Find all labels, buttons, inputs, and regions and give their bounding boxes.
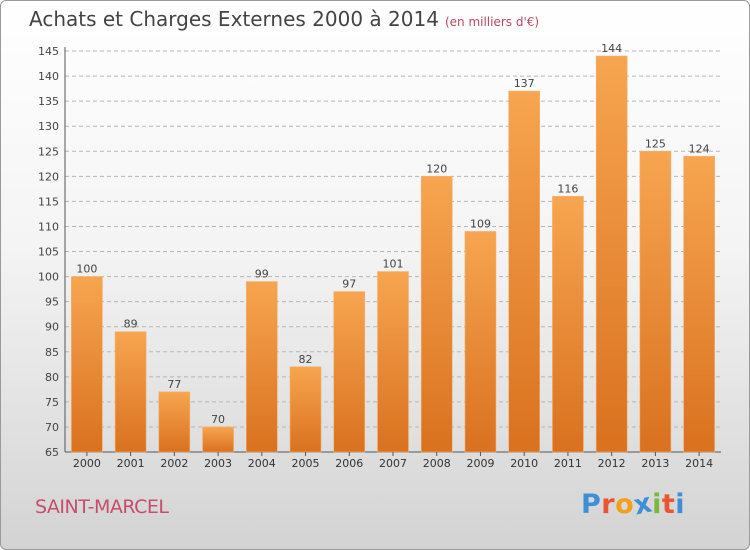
bar [552, 196, 584, 453]
bar-value-label: 82 [299, 353, 313, 366]
bar [683, 155, 715, 453]
x-tick-label: 2007 [379, 457, 407, 470]
x-tick-label: 2011 [554, 457, 582, 470]
x-tick-label: 2002 [160, 457, 188, 470]
bar-value-label: 100 [76, 263, 97, 276]
bar-value-label: 124 [689, 142, 710, 155]
logo-letter: r [601, 489, 616, 520]
bar [71, 276, 103, 453]
y-tick-label: 110 [38, 220, 59, 233]
bar [333, 291, 366, 453]
y-tick-label: 100 [38, 271, 59, 284]
y-tick-label: 65 [45, 446, 59, 459]
bar-value-label: 116 [557, 182, 578, 195]
bar-value-label: 101 [383, 258, 404, 271]
bar [114, 331, 147, 453]
chart-title-text: Achats et Charges Externes 2000 à 2014 [29, 7, 439, 31]
x-tick-label: 2012 [598, 457, 626, 470]
bar-value-label: 89 [124, 318, 138, 331]
logo-letter: i [675, 489, 686, 520]
x-tick-label: 2001 [117, 457, 145, 470]
y-tick-label: 75 [45, 396, 59, 409]
x-tick-label: 2010 [510, 457, 538, 470]
bar [289, 366, 322, 453]
bar [639, 150, 672, 453]
bar [246, 281, 278, 453]
y-tick-label: 85 [45, 346, 59, 359]
y-tick-label: 140 [38, 70, 59, 83]
y-tick-label: 95 [45, 296, 59, 309]
x-tick-label: 2008 [423, 457, 451, 470]
x-tick-label: 2003 [204, 457, 232, 470]
bar [595, 55, 628, 453]
bar-value-label: 137 [514, 77, 535, 90]
y-tick-label: 135 [38, 95, 59, 108]
bar [464, 231, 497, 453]
bar-value-label: 70 [211, 413, 225, 426]
bar [508, 90, 541, 453]
y-tick-label: 120 [38, 170, 59, 183]
chart-title: Achats et Charges Externes 2000 à 2014 (e… [29, 7, 539, 31]
bar [377, 271, 409, 453]
bar [158, 391, 191, 453]
proxiti-logo: Proxiti [581, 487, 686, 521]
y-tick-label: 115 [38, 195, 59, 208]
bar-value-label: 77 [167, 378, 181, 391]
x-tick-label: 2009 [466, 457, 494, 470]
x-tick-label: 2014 [685, 457, 713, 470]
y-tick-label: 80 [45, 371, 59, 384]
x-tick-label: 2013 [641, 457, 669, 470]
x-tick-label: 2004 [248, 457, 276, 470]
chart-subtitle: (en milliers d'€) [444, 15, 540, 29]
y-tick-label: 70 [45, 421, 59, 434]
bar-value-label: 144 [601, 42, 622, 55]
bar-value-label: 120 [426, 162, 447, 175]
commune-name: SAINT-MARCEL [35, 496, 169, 518]
bar-value-label: 99 [255, 268, 269, 281]
y-tick-label: 145 [38, 45, 59, 58]
y-tick-label: 105 [38, 246, 59, 259]
bar [202, 426, 234, 453]
x-tick-label: 2006 [335, 457, 363, 470]
logo-letter: t [661, 489, 676, 520]
logo-letter: P [581, 489, 602, 520]
bar-value-label: 125 [645, 137, 666, 150]
bar [420, 176, 453, 453]
logo-letter: o [615, 489, 635, 520]
y-tick-label: 130 [38, 120, 59, 133]
x-tick-label: 2005 [292, 457, 320, 470]
y-tick-label: 90 [45, 321, 59, 334]
y-tick-label: 125 [38, 145, 59, 158]
bar-value-label: 109 [470, 217, 491, 230]
logo-letter: i [652, 489, 662, 520]
bar-value-label: 97 [342, 278, 356, 291]
x-tick-label: 2000 [73, 457, 101, 470]
